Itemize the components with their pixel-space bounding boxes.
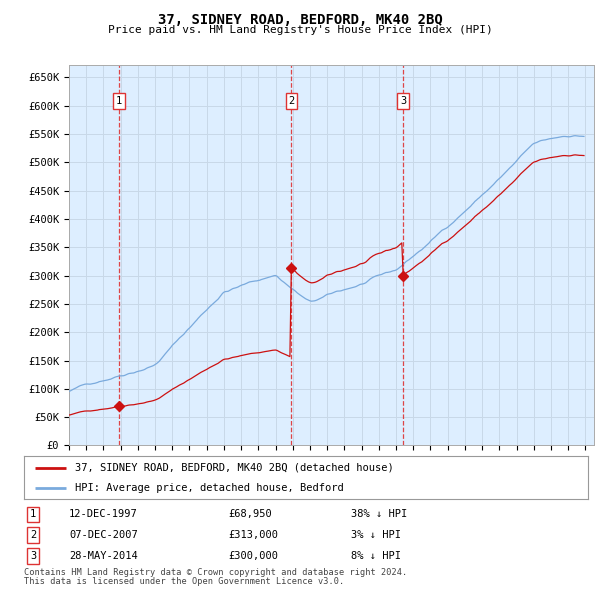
Text: £313,000: £313,000 xyxy=(228,530,278,540)
Text: 3: 3 xyxy=(30,551,36,560)
Text: 8% ↓ HPI: 8% ↓ HPI xyxy=(351,551,401,560)
Text: Contains HM Land Registry data © Crown copyright and database right 2024.: Contains HM Land Registry data © Crown c… xyxy=(24,568,407,577)
Text: Price paid vs. HM Land Registry's House Price Index (HPI): Price paid vs. HM Land Registry's House … xyxy=(107,25,493,35)
Text: This data is licensed under the Open Government Licence v3.0.: This data is licensed under the Open Gov… xyxy=(24,578,344,586)
Text: 2: 2 xyxy=(288,96,295,106)
Text: 2: 2 xyxy=(30,530,36,540)
Text: 07-DEC-2007: 07-DEC-2007 xyxy=(69,530,138,540)
Text: 3% ↓ HPI: 3% ↓ HPI xyxy=(351,530,401,540)
Text: 1: 1 xyxy=(116,96,122,106)
Text: 3: 3 xyxy=(400,96,406,106)
Text: 28-MAY-2014: 28-MAY-2014 xyxy=(69,551,138,560)
Text: 37, SIDNEY ROAD, BEDFORD, MK40 2BQ: 37, SIDNEY ROAD, BEDFORD, MK40 2BQ xyxy=(158,13,442,27)
Text: £68,950: £68,950 xyxy=(228,510,272,519)
Text: £300,000: £300,000 xyxy=(228,551,278,560)
Text: 37, SIDNEY ROAD, BEDFORD, MK40 2BQ (detached house): 37, SIDNEY ROAD, BEDFORD, MK40 2BQ (deta… xyxy=(75,463,394,473)
Text: 12-DEC-1997: 12-DEC-1997 xyxy=(69,510,138,519)
Text: HPI: Average price, detached house, Bedford: HPI: Average price, detached house, Bedf… xyxy=(75,483,344,493)
Text: 38% ↓ HPI: 38% ↓ HPI xyxy=(351,510,407,519)
Text: 1: 1 xyxy=(30,510,36,519)
